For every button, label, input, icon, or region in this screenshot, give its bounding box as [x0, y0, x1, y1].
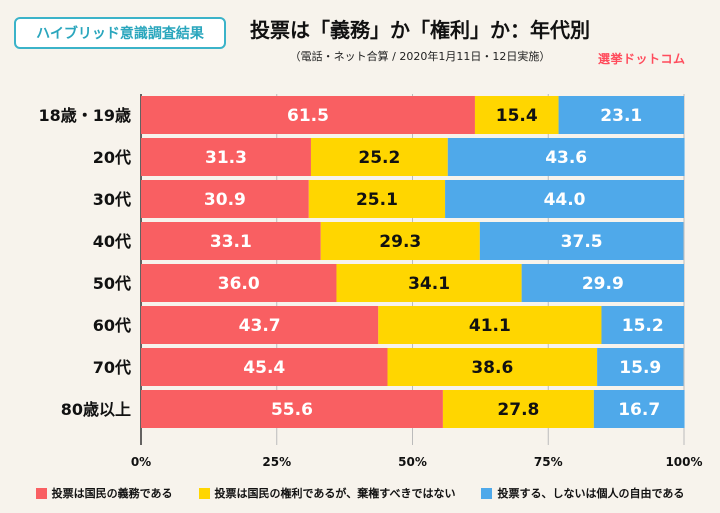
bar-segment	[141, 264, 337, 302]
bar-segment	[442, 390, 594, 428]
x-tick-label: 25%	[262, 455, 291, 469]
bar-segment	[141, 348, 388, 386]
bar-segment	[141, 222, 321, 260]
value-label: 15.2	[622, 316, 664, 336]
x-tick-label: 100%	[665, 455, 702, 469]
value-label: 30.9	[204, 190, 246, 210]
value-label: 25.1	[356, 190, 398, 210]
bars	[141, 96, 685, 428]
value-label: 43.7	[239, 316, 281, 336]
x-tick-label: 0%	[131, 455, 151, 469]
legend-label-duty: 投票は国民の義務である	[51, 487, 173, 500]
bar-segment	[479, 222, 684, 260]
bar-segment	[474, 96, 559, 134]
bar-segment	[447, 138, 685, 176]
bar-segment	[141, 96, 475, 134]
category-label: 40代	[93, 232, 131, 251]
legend-item-duty: 投票は国民の義務である	[35, 485, 173, 501]
value-label: 15.9	[619, 358, 661, 378]
legend: 投票は国民の義務である 投票は国民の権利であるが、棄権すべきではない 投票する、…	[0, 481, 720, 505]
bar-segment	[521, 264, 684, 302]
stacked-bar-chart: 61.5 15.4 23.1 31.3 25.2 43.6 30.9 25.1 44.0 33.1…	[38, 94, 703, 469]
bar-segment	[141, 306, 379, 344]
value-label: 25.2	[358, 148, 400, 168]
value-label: 55.6	[271, 400, 313, 420]
legend-item-free: 投票する、しないは個人の自由である	[481, 485, 684, 501]
chart-subtitle: （電話・ネット合算 / 2020年1月11日・12日実施）	[289, 50, 551, 63]
category-label: 18歳・19歳	[38, 106, 131, 125]
legend-label-right: 投票は国民の権利であるが、棄権すべきではない	[214, 487, 456, 500]
legend-item-right: 投票は国民の権利であるが、棄権すべきではない	[198, 485, 456, 501]
legend-label-free: 投票する、しないは個人の自由である	[497, 487, 685, 500]
bar-segment	[601, 306, 684, 344]
value-label: 41.1	[469, 316, 511, 336]
category-label: 70代	[93, 358, 131, 377]
value-label: 29.9	[582, 274, 624, 294]
value-label: 16.7	[618, 400, 660, 420]
bar-segment	[593, 390, 685, 428]
category-label: 20代	[93, 148, 131, 167]
x-tick-labels: 0% 25% 50% 75% 100%	[131, 455, 703, 469]
value-label: 38.6	[471, 358, 513, 378]
bar-segment	[378, 306, 602, 344]
bar-segment	[141, 180, 309, 218]
value-label: 23.1	[600, 106, 642, 126]
bar-segment	[558, 96, 684, 134]
chart-title: 投票は「義務」か「権利」か：年代別	[250, 18, 590, 42]
value-labels: 61.5 15.4 23.1 31.3 25.2 43.6 30.9 25.1 44.0 33.1…	[204, 106, 664, 420]
bar-segment	[310, 138, 448, 176]
value-label: 44.0	[544, 190, 586, 210]
value-label: 33.1	[210, 232, 252, 252]
bar-segment	[387, 348, 598, 386]
category-labels: 18歳・19歳 20代 30代 40代 50代 60代 70代 80歳以上	[38, 106, 131, 419]
x-tick-label: 50%	[398, 455, 427, 469]
legend-swatch-right	[198, 487, 210, 499]
bar-segment	[445, 180, 684, 218]
legend-swatch-duty	[35, 487, 47, 499]
value-label: 43.6	[545, 148, 587, 168]
category-label: 30代	[93, 190, 131, 209]
value-label: 34.1	[408, 274, 450, 294]
category-label: 80歳以上	[61, 400, 131, 419]
bar-segment	[141, 390, 443, 428]
value-label: 27.8	[497, 400, 539, 420]
bar-segment	[308, 180, 446, 218]
legend-swatch-free	[481, 487, 493, 499]
category-label: 50代	[93, 274, 131, 293]
value-label: 15.4	[496, 106, 538, 126]
value-label: 61.5	[287, 106, 329, 126]
value-label: 45.4	[243, 358, 285, 378]
survey-badge: ハイブリッド意識調査結果	[14, 17, 226, 49]
value-label: 36.0	[218, 274, 260, 294]
value-label: 37.5	[561, 232, 603, 252]
value-label: 29.3	[379, 232, 421, 252]
category-label: 60代	[93, 316, 131, 335]
value-label: 31.3	[205, 148, 247, 168]
bar-segment	[336, 264, 522, 302]
brand-logo: 選挙ドットコム	[598, 52, 686, 66]
bar-segment	[320, 222, 480, 260]
bar-segment	[141, 138, 311, 176]
bar-segment	[597, 348, 684, 386]
x-tick-label: 75%	[534, 455, 563, 469]
